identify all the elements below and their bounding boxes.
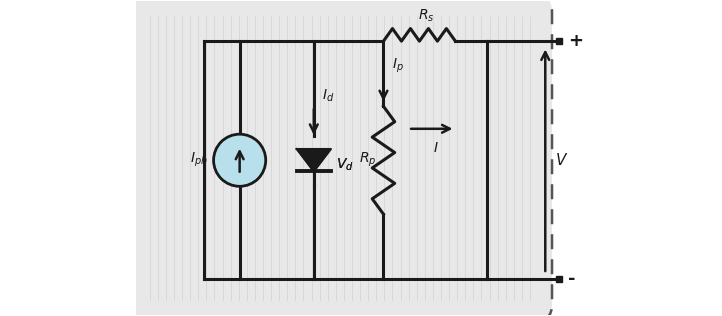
FancyBboxPatch shape xyxy=(125,0,552,316)
Bar xyxy=(556,276,562,282)
Text: $V$: $V$ xyxy=(555,152,568,168)
Text: $V_d$: $V_d$ xyxy=(336,156,354,173)
Text: $I$: $I$ xyxy=(433,141,439,155)
Text: $I_p$: $I_p$ xyxy=(391,57,404,75)
Text: $I_d$: $I_d$ xyxy=(322,88,334,104)
Polygon shape xyxy=(297,149,331,172)
Text: $I_{ph}$: $I_{ph}$ xyxy=(191,151,208,169)
Text: $V_d$: $V_d$ xyxy=(336,156,354,173)
Text: $R_p$: $R_p$ xyxy=(359,151,376,169)
Bar xyxy=(556,38,562,44)
Text: $R_s$: $R_s$ xyxy=(418,8,435,24)
Text: -: - xyxy=(567,270,575,289)
Circle shape xyxy=(214,134,266,186)
Text: +: + xyxy=(567,32,583,50)
